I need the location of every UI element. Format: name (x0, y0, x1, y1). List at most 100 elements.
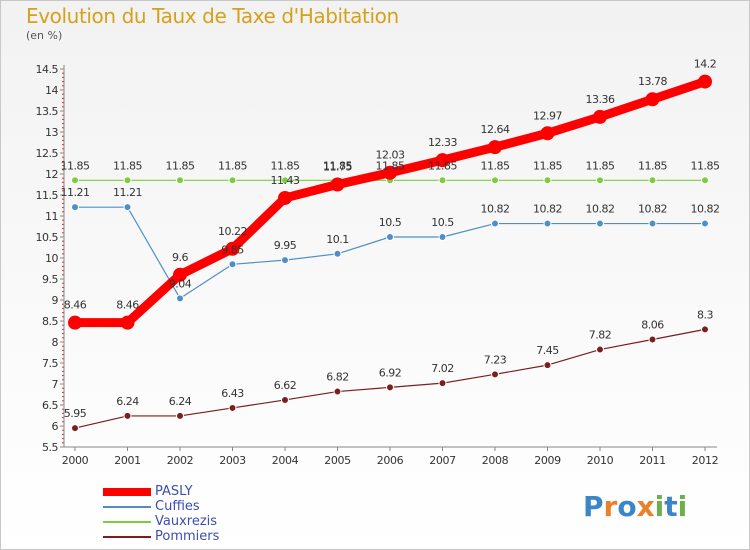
legend-item-cuffies: Cuffies (103, 499, 219, 514)
x-tick-label: 2008 (482, 454, 509, 467)
proxiti-logo: Proxiti (583, 490, 687, 523)
data-label: 11.85 (166, 159, 195, 172)
data-label: 11.43 (271, 174, 300, 187)
data-label: 9.6 (172, 251, 188, 264)
data-label: 8.46 (64, 299, 87, 312)
data-label: 10.5 (431, 216, 454, 229)
y-tick-label: 12 (45, 168, 58, 181)
data-point (228, 403, 237, 412)
data-point (173, 267, 187, 282)
data-label: 5.95 (64, 407, 87, 420)
legend-swatch (103, 505, 151, 508)
data-label: 11.85 (481, 159, 510, 172)
data-label: 10.82 (691, 203, 720, 216)
data-label: 7.23 (484, 353, 507, 366)
data-point (438, 379, 447, 388)
data-label: 7.02 (431, 362, 454, 375)
y-tick-label: 11.5 (36, 189, 59, 202)
data-point (491, 370, 499, 379)
data-point (71, 424, 79, 433)
data-label: 6.43 (221, 387, 244, 400)
data-point (176, 411, 184, 420)
y-tick-label: 6.5 (42, 399, 58, 412)
data-label: 11.85 (691, 159, 720, 172)
data-label: 11.85 (61, 159, 90, 172)
data-point (543, 219, 552, 228)
data-point (543, 361, 552, 370)
data-point (71, 176, 79, 185)
y-tick-label: 10.5 (36, 231, 59, 244)
x-tick-label: 2010 (587, 454, 614, 467)
data-label: 7.82 (589, 329, 612, 342)
chart-subtitle: (en %) (26, 29, 63, 42)
x-tick-label: 2005 (324, 454, 351, 467)
data-point (281, 256, 289, 265)
x-tick-label: 2011 (639, 454, 665, 467)
legend-item-pommiers: Pommiers (103, 529, 219, 544)
data-label: 10.22 (218, 225, 247, 238)
data-label: 9.04 (169, 277, 192, 290)
data-point (540, 126, 555, 141)
y-tick-label: 8.5 (42, 315, 58, 328)
y-tick-label: 7 (52, 378, 59, 391)
y-tick-label: 12.5 (36, 147, 59, 160)
data-label: 8.3 (697, 308, 713, 321)
data-label: 11.85 (638, 159, 667, 172)
legend-item-vauxrezis: Vauxrezis (103, 514, 219, 529)
data-label: 11.85 (376, 159, 405, 172)
data-label: 11.85 (586, 159, 615, 172)
data-point (123, 411, 132, 420)
x-tick-label: 2000 (62, 454, 89, 467)
data-point (543, 176, 552, 185)
data-point (698, 74, 712, 89)
data-point (281, 176, 289, 185)
data-label: 12.03 (376, 149, 405, 162)
data-label: 12.33 (428, 136, 457, 149)
y-tick-label: 13 (45, 126, 58, 139)
data-point (228, 176, 237, 185)
y-tick-label: 10 (45, 252, 58, 265)
x-tick-label: 2007 (429, 454, 456, 467)
data-label: 11.85 (218, 159, 247, 172)
data-label: 6.24 (116, 395, 139, 408)
logo-letter: P (583, 490, 604, 523)
legend-label: Vauxrezis (155, 514, 218, 529)
logo-letter: r (603, 490, 618, 523)
data-point (491, 219, 499, 228)
data-point (71, 203, 79, 212)
data-point (176, 176, 184, 185)
data-point (278, 190, 292, 205)
data-label: 11.85 (428, 159, 457, 172)
legend-item-pasly: PASLY (103, 484, 219, 499)
data-point (123, 176, 132, 185)
y-tick-label: 11 (45, 210, 58, 223)
data-point (438, 233, 447, 241)
data-label: 6.92 (379, 366, 402, 379)
data-point (281, 395, 289, 404)
data-point (701, 325, 709, 334)
y-tick-label: 14 (45, 84, 58, 97)
data-label: 8.06 (641, 318, 664, 331)
data-point (176, 294, 184, 303)
x-tick-label: 2001 (114, 454, 140, 467)
data-point (648, 219, 657, 228)
data-label: 10.82 (533, 203, 562, 216)
data-label: 11.75 (323, 161, 352, 174)
data-label: 14.2 (694, 58, 717, 71)
legend-swatch (103, 535, 151, 538)
data-label: 11.21 (61, 186, 90, 199)
x-tick-label: 2002 (167, 454, 193, 467)
data-label: 11.85 (323, 159, 352, 172)
x-tick-label: 2012 (692, 454, 718, 467)
data-label: 9.95 (274, 239, 297, 252)
data-point (701, 219, 709, 228)
data-label: 11.21 (113, 186, 142, 199)
data-label: 10.82 (481, 203, 510, 216)
data-point (330, 177, 345, 192)
data-point (648, 176, 657, 185)
data-point (701, 176, 709, 185)
y-tick-label: 8 (52, 336, 59, 349)
data-label: 11.85 (271, 159, 300, 172)
x-tick-label: 2003 (219, 454, 246, 467)
data-label: 12.64 (481, 123, 510, 136)
